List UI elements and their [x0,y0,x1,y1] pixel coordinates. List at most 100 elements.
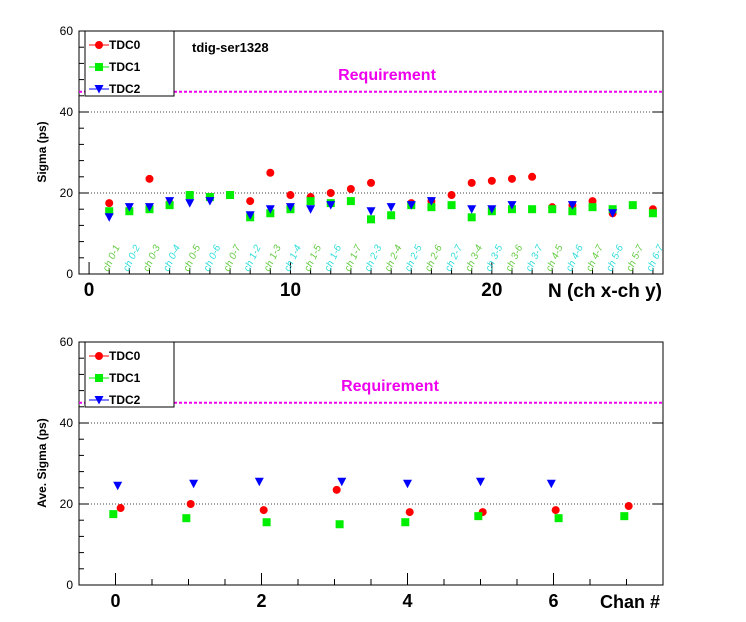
bottom-point-tdc0 [332,485,341,494]
top-point-tdc2 [366,207,376,216]
bottom-legend: TDC0 TDC1 TDC2 [84,341,175,408]
top-point-tdc2 [567,201,577,210]
bottom-point-tdc2 [337,477,347,487]
top-category-label: ch 3-5 [484,243,506,273]
top-category-label: ch 0-3 [141,243,163,273]
top-point-tdc0 [588,197,597,206]
bottom-point-tdc1 [474,512,483,521]
bottom-point-tdc2 [546,479,556,489]
top-point-tdc1 [588,203,597,212]
top-point-tdc0 [346,184,355,193]
top-point-tdc1 [185,191,194,200]
top-legend: TDC0 TDC1 TDC2 [84,30,175,97]
top-legend-marker-tdc0 [95,41,103,49]
top-point-tdc1 [568,207,577,216]
top-point-tdc2 [386,203,396,212]
bottom-point-tdc2 [476,477,485,487]
bottom-point-tdc2 [403,479,412,489]
bottom-point-tdc1 [182,514,191,523]
bottom-legend-label: TDC1 [109,371,141,385]
top-point-tdc1 [548,205,557,214]
top-point-tdc1 [346,197,355,206]
top-legend-marker-tdc1 [95,63,103,71]
bottom-y-axis-label: Ave. Sigma (ps) [35,418,49,508]
top-point-tdc0 [367,178,375,187]
top-point-tdc2 [245,211,255,220]
bottom-grid [79,341,663,505]
top-point-tdc1 [608,205,617,214]
top-category-label: ch 1-5 [302,243,324,273]
bottom-x-ticks: 0 2 4 6 [78,573,664,611]
top-point-tdc2 [144,203,154,212]
top-point-tdc1 [306,197,315,206]
top-point-tdc2 [205,197,215,206]
bottom-legend-marker-tdc0 [95,352,103,360]
top-category-label: ch 1-3 [262,243,284,273]
top-legend-label: TDC2 [109,82,141,96]
bottom-y-ticks: 0 20 40 60 [60,335,663,592]
top-point-tdc1 [226,191,235,200]
top-point-tdc0 [286,191,295,200]
top-x-tick-label: 0 [84,280,95,301]
bottom-data-points [109,477,633,529]
top-requirement-group: Requirement [79,67,663,93]
top-point-tdc2 [265,205,275,214]
top-point-tdc2 [185,199,195,208]
top-point-tdc2 [608,209,618,218]
top-category-label: ch 1-2 [242,243,264,273]
top-category-label: ch 4-6 [564,243,586,273]
bottom-point-tdc2 [113,481,123,491]
bottom-y-tick-label: 0 [66,578,73,592]
top-category-labels: ch 0-1ch 0-2ch 0-3ch 0-4ch 0-5ch 0-6ch 0… [101,243,667,273]
bottom-point-tdc0 [259,506,268,515]
top-category-label: ch 5-6 [604,243,626,273]
bottom-point-tdc0 [116,504,125,513]
top-category-label: ch 3-6 [504,243,526,273]
bottom-legend-label: TDC2 [109,393,141,407]
top-point-tdc1 [648,209,657,218]
top-category-label: ch 4-7 [584,243,606,273]
top-x-ticks: 0 10 20 [84,262,654,301]
top-point-tdc1 [447,201,456,210]
bottom-point-tdc0 [405,508,414,517]
bottom-x-tick-label: 2 [256,591,266,611]
bottom-y-tick-label: 60 [60,335,74,349]
bottom-point-tdc1 [335,520,344,529]
top-category-label: ch 1-4 [282,243,304,273]
bottom-point-tdc1 [401,518,410,527]
top-x-axis-label: N (ch x-ch y) [548,281,662,302]
top-grid [79,30,663,194]
top-y-ticks: 0 20 40 60 [60,24,663,281]
top-point-tdc1 [528,205,537,214]
bottom-point-tdc1 [620,512,629,521]
top-legend-label: TDC0 [109,38,141,52]
top-point-tdc2 [326,201,336,210]
bottom-x-axis-label: Chan # [600,592,660,612]
top-category-label: ch 1-6 [322,243,344,273]
top-legend-label: TDC1 [109,60,141,74]
top-category-label: ch 0-1 [101,243,123,273]
bottom-y-tick-label: 40 [60,416,74,430]
bottom-legend-label: TDC0 [109,349,141,363]
bottom-point-tdc2 [254,477,264,487]
top-point-tdc0 [447,191,456,200]
top-category-label: ch 2-7 [443,243,465,273]
top-x-tick-label: 20 [481,280,502,301]
bottom-requirement-label: Requirement [341,378,439,395]
top-point-tdc1 [105,207,114,216]
top-y-tick-label: 0 [66,267,73,281]
top-category-label: ch 0-2 [121,243,143,273]
top-point-tdc2 [426,197,436,206]
bottom-y-tick-label: 20 [60,497,74,511]
bottom-x-tick-label: 6 [548,591,558,611]
top-point-tdc0 [326,189,335,197]
top-point-tdc2 [285,203,295,212]
top-point-tdc1 [367,215,375,224]
top-legend-marker-tdc2 [94,85,104,94]
bottom-point-tdc0 [624,502,633,511]
top-category-label: ch 0-7 [222,243,244,273]
top-category-label: ch 2-6 [423,243,445,273]
top-category-label: ch 0-4 [161,243,183,273]
top-category-label: ch 2-4 [383,243,405,273]
